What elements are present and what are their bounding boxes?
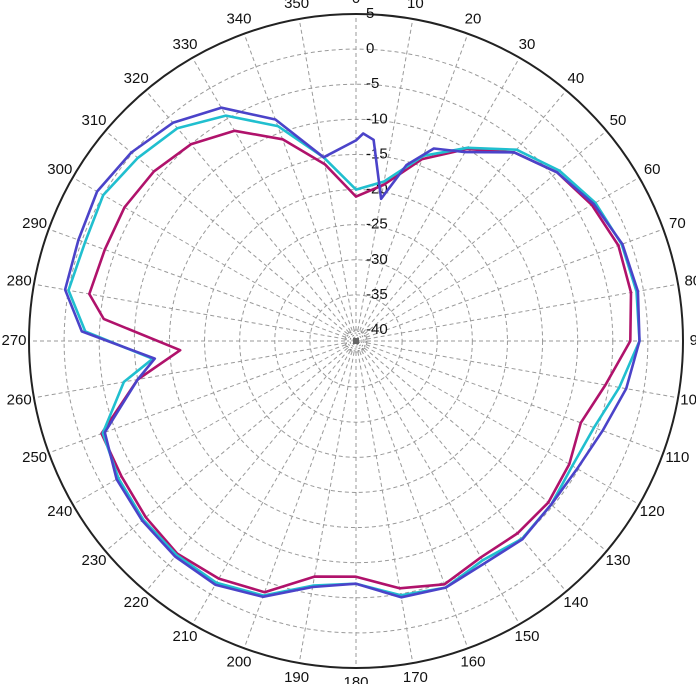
spoke-gridline [366,228,664,338]
angle-tick-label: 290 [22,215,47,232]
spoke-gridline [145,349,350,592]
angle-tick-label: 90 [690,332,696,349]
spoke-gridline [362,349,567,592]
spoke-gridline [359,33,469,331]
angle-tick-label: 50 [610,112,627,129]
spoke-gridline [366,344,664,454]
angle-tick-label: 250 [22,449,47,466]
radial-tick-label: -25 [366,216,388,233]
angle-tick-label: 200 [227,653,252,670]
angle-tick-label: 240 [47,503,72,520]
angle-tick-label: 230 [81,552,106,569]
angle-tick-label: 10 [407,0,424,12]
angle-tick-label: 310 [81,112,106,129]
spoke-gridline [145,90,350,333]
angle-tick-label: 270 [1,332,26,349]
center-gridline [345,330,367,352]
outer-frame [28,13,684,669]
spoke-gridline [33,342,346,399]
angle-tick-label: 0 [352,0,360,7]
spoke-gridline [366,342,679,399]
angle-tick-label: 60 [644,161,661,178]
spoke-gridline [192,350,351,625]
angle-tick-label: 280 [7,273,32,290]
ring-gridline [344,329,368,353]
angle-tick-label: 100 [680,391,696,408]
radial-tick-label: -30 [366,251,388,268]
angle-tick-label: 350 [284,0,309,12]
center-gridline [347,332,365,350]
center-marker [353,338,359,344]
radial-tick-label: -15 [366,145,388,162]
angle-tick-label: 160 [460,653,485,670]
angle-tick-label: 110 [665,449,689,466]
spoke-gridline [364,130,607,335]
angle-tick-label: 80 [684,273,696,290]
spoke-gridline [357,18,414,331]
center-gridline [351,336,361,346]
ring-gridline [274,259,438,423]
angle-tick-label: 170 [403,669,428,684]
spoke-gridline [48,344,346,454]
ring-gridline [168,153,544,529]
angle-tick-label: 190 [284,669,309,684]
spoke-gridline [365,346,640,505]
angle-tick-label: 260 [7,391,32,408]
spoke-gridline [364,347,607,552]
spoke-gridline [361,57,520,332]
ring-gridline [133,118,579,564]
angle-tick-label: 40 [567,70,584,87]
series-line-2 [67,114,641,597]
spoke-gridline [105,130,348,335]
center-gridline [349,334,363,348]
spoke-gridline [359,351,469,649]
spoke-gridline [72,346,347,505]
spoke-gridline [366,283,679,340]
ring-gridline [309,294,403,388]
spoke-gridline [243,33,353,331]
angle-tick-label: 210 [172,628,197,645]
ring-gridline [98,83,614,599]
spoke-gridline [48,228,346,338]
spoke-gridline [365,177,640,336]
angle-tick-label: 220 [124,594,149,611]
angle-tick-label: 340 [227,11,252,28]
spoke-gridline [298,351,355,664]
radial-tick-label: -5 [366,75,379,92]
ring-gridline [63,48,649,634]
series-line-3 [63,106,641,599]
angle-tick-label: 180 [343,674,368,684]
angle-tick-label: 130 [605,552,630,569]
angle-tick-label: 330 [172,36,197,53]
spoke-gridline [361,350,520,625]
angle-tick-label: 20 [465,11,482,28]
radial-tick-label: -10 [366,110,388,127]
ring-gridline [239,224,473,458]
angle-tick-label: 140 [563,594,588,611]
spoke-gridline [192,57,351,332]
ring-gridline [204,189,508,493]
radial-tick-label: -40 [366,321,388,338]
spoke-gridline [243,351,353,649]
angle-tick-label: 70 [669,215,686,232]
spoke-gridline [72,177,347,336]
angle-tick-label: 300 [47,161,72,178]
series-line-1 [88,129,633,594]
radial-tick-label: 0 [366,40,374,57]
spoke-gridline [298,18,355,331]
spoke-gridline [362,90,567,333]
angle-tick-label: 320 [124,70,149,87]
spoke-gridline [33,283,346,340]
radial-tick-label: -35 [366,286,388,303]
angle-tick-label: 30 [519,36,536,53]
angle-tick-label: 120 [640,503,665,520]
spoke-gridline [105,347,348,552]
spoke-gridline [357,351,414,664]
radial-tick-label: 5 [366,5,374,22]
angle-tick-label: 150 [514,628,539,645]
